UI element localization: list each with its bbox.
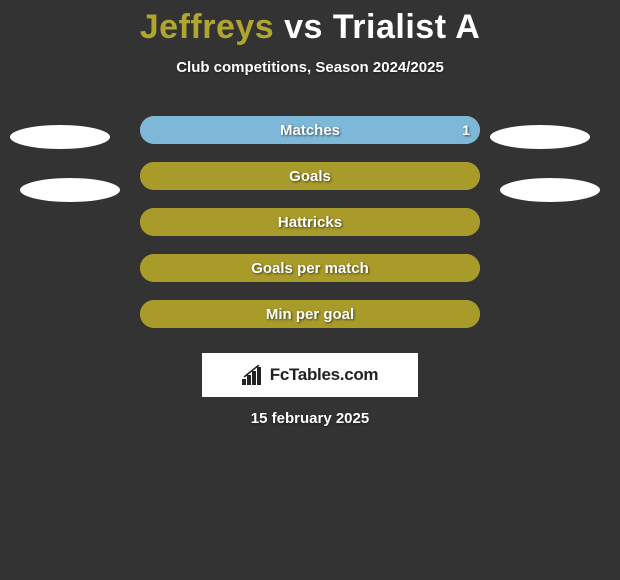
stat-rows: Matches1GoalsHattricksGoals per matchMin… [0,116,620,346]
bar-track [140,162,480,190]
bar-right-fill [140,116,480,144]
bar-left-fill [140,162,480,190]
bar-left-fill [140,254,480,282]
bar-track [140,208,480,236]
title-player1: Jeffreys [140,8,274,46]
bar-right-value: 1 [462,116,470,144]
badge-text: FcTables.com [270,365,379,385]
decorative-ellipse [490,125,590,149]
title-player2: Trialist A [333,8,480,46]
fctables-badge[interactable]: FcTables.com [202,353,418,397]
subtitle: Club competitions, Season 2024/2025 [0,59,620,76]
decorative-ellipse [500,178,600,202]
bar-left-fill [140,208,480,236]
bar-track [140,116,480,144]
title-vs: vs [284,8,323,46]
stat-row: Goals per match [0,254,620,300]
stat-row: Hattricks [0,208,620,254]
bar-track [140,300,480,328]
bar-chart-icon [242,365,264,385]
decorative-ellipse [10,125,110,149]
decorative-ellipse [20,178,120,202]
date-label: 15 february 2025 [0,410,620,427]
bar-track [140,254,480,282]
stat-row: Min per goal [0,300,620,346]
page-title: Jeffreys vs Trialist A [0,0,620,47]
bar-left-fill [140,300,480,328]
